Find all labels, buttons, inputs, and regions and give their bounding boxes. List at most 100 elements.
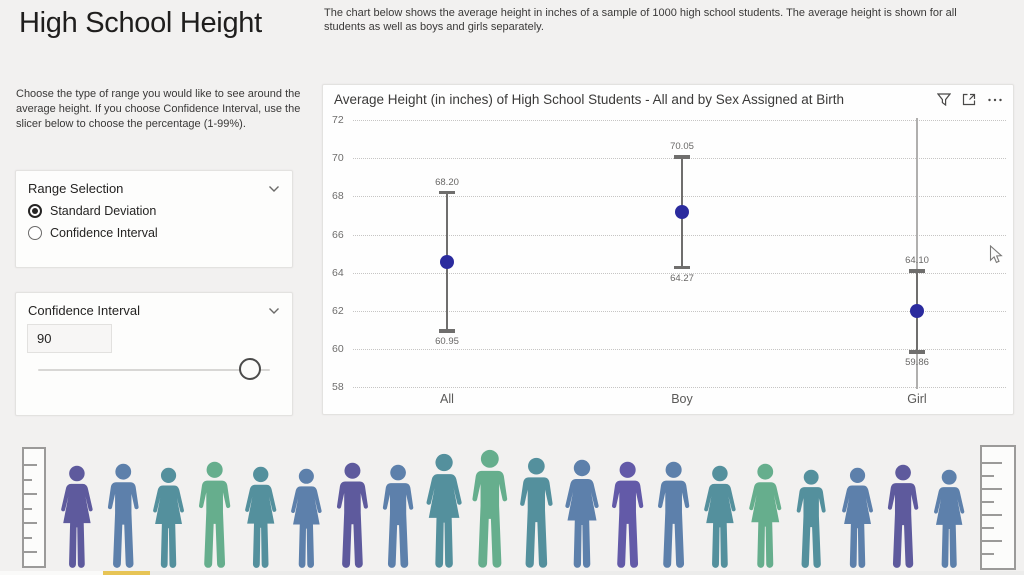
gridline <box>353 349 1006 351</box>
male-figure-icon <box>612 461 644 568</box>
ruler-tick <box>982 501 994 503</box>
radio-label: Confidence Interval <box>50 226 158 240</box>
ruler-tick <box>24 522 37 524</box>
focus-mode-icon[interactable] <box>962 93 976 106</box>
right-ruler <box>980 445 1016 570</box>
male-figure-icon <box>796 469 826 568</box>
page-description: The chart below shows the average height… <box>324 7 957 33</box>
ruler-tick <box>24 493 37 495</box>
chevron-down-icon[interactable] <box>268 185 280 193</box>
ruler-tick <box>24 536 32 539</box>
y-axis-tick-label: 72 <box>332 114 344 126</box>
range-selection-title: Range Selection <box>28 181 124 196</box>
female-figure-icon <box>749 463 782 568</box>
ruler-tick <box>982 462 1002 464</box>
lower-value-label: 59.86 <box>905 356 929 368</box>
gridline <box>353 234 1006 236</box>
gridline <box>353 196 1006 198</box>
progress-bar-highlight <box>103 571 150 575</box>
male-figure-icon <box>658 461 690 568</box>
y-axis-tick-label: 64 <box>332 266 344 279</box>
upper-value-label: 70.05 <box>670 141 694 153</box>
radio-button[interactable] <box>28 204 42 218</box>
gridline <box>353 272 1006 274</box>
female-figure-icon <box>244 466 277 568</box>
radio-option-confidence-interval[interactable]: Confidence Interval <box>16 222 292 244</box>
female-figure-icon <box>426 453 462 568</box>
female-figure-icon <box>703 465 736 568</box>
hover-ruler-line <box>916 118 918 390</box>
gridline <box>353 120 1006 121</box>
range-selection-slicer: Range Selection Standard Deviation Confid… <box>15 170 293 268</box>
ruler-tick <box>24 478 32 481</box>
male-figure-icon <box>519 457 553 568</box>
ruler-tick <box>982 527 994 529</box>
x-axis-category-label: All <box>440 392 454 406</box>
x-axis-category-label: Girl <box>907 392 927 406</box>
progress-bar[interactable] <box>0 571 1024 575</box>
female-figure-icon <box>291 468 322 568</box>
error-bar-upper-cap <box>909 269 925 273</box>
gridline <box>353 387 1006 389</box>
lower-value-label: 60.95 <box>435 336 459 348</box>
progress-bar-left-segment <box>0 571 103 575</box>
upper-value-label: 68.20 <box>435 176 459 188</box>
error-bar-upper-cap <box>674 155 690 159</box>
error-bar-upper-cap <box>439 190 455 195</box>
female-figure-icon <box>153 467 185 568</box>
ruler-tick <box>982 540 1002 542</box>
people-figures <box>48 442 972 572</box>
y-axis-tick-label: 66 <box>332 228 344 241</box>
error-bar-lower-cap <box>674 265 690 270</box>
mouse-cursor <box>989 244 1003 270</box>
male-figure-icon <box>472 449 508 568</box>
y-axis-tick-label: 70 <box>332 152 344 165</box>
male-figure-icon <box>383 464 414 568</box>
ruler-tick <box>24 551 37 553</box>
confidence-interval-input[interactable] <box>27 324 112 353</box>
ruler-tick <box>24 464 37 466</box>
female-figure-icon <box>841 467 873 568</box>
chart-card: 72 70 68 66 64 62 60 58 68.20 60.95 All 70.05 64.27 B… <box>322 84 1014 415</box>
mean-data-point[interactable] <box>910 304 924 319</box>
page-title: High School Height <box>19 7 262 39</box>
left-ruler <box>22 447 46 568</box>
radio-button[interactable] <box>28 226 42 240</box>
error-bar-chart: 72 70 68 66 64 62 60 58 68.20 60.95 All 70.05 64.27 B… <box>323 85 1015 416</box>
ruler-tick <box>982 475 994 477</box>
y-axis-tick-label: 60 <box>332 343 344 356</box>
male-figure-icon <box>887 464 919 568</box>
ruler-tick <box>982 553 994 555</box>
female-figure-icon <box>933 469 965 568</box>
chevron-down-icon[interactable] <box>268 307 280 315</box>
lower-value-label: 64.27 <box>670 272 694 284</box>
mean-data-point[interactable] <box>675 205 689 220</box>
ruler-tick <box>982 514 1002 516</box>
confidence-interval-title: Confidence Interval <box>28 303 141 318</box>
male-figure-icon <box>107 463 139 568</box>
confidence-interval-slicer: Confidence Interval <box>15 292 293 416</box>
error-bar-lower-cap <box>439 329 455 333</box>
female-figure-icon <box>61 465 93 568</box>
upper-value-label: 64.10 <box>905 254 929 266</box>
y-axis-tick-label: 68 <box>332 190 344 203</box>
confidence-slider-handle[interactable] <box>238 358 261 380</box>
chart-title: Average Height (in inches) of High Schoo… <box>334 92 845 107</box>
male-figure-icon <box>336 462 368 568</box>
gridline <box>353 311 1006 312</box>
more-options-icon[interactable] <box>987 93 1003 106</box>
male-figure-icon <box>199 461 231 568</box>
confidence-slider-track[interactable] <box>38 369 270 371</box>
mean-data-point[interactable] <box>440 254 454 269</box>
radio-label: Standard Deviation <box>50 204 157 218</box>
error-bar-lower-cap <box>909 350 925 354</box>
filter-icon[interactable] <box>937 93 951 106</box>
y-axis-tick-label: 62 <box>332 305 344 317</box>
ruler-tick <box>24 507 32 510</box>
y-axis-tick-label: 58 <box>332 381 344 394</box>
ruler-tick <box>982 488 1002 490</box>
female-figure-icon <box>565 459 599 568</box>
x-axis-category-label: Boy <box>671 392 693 406</box>
radio-option-standard-deviation[interactable]: Standard Deviation <box>16 200 292 222</box>
